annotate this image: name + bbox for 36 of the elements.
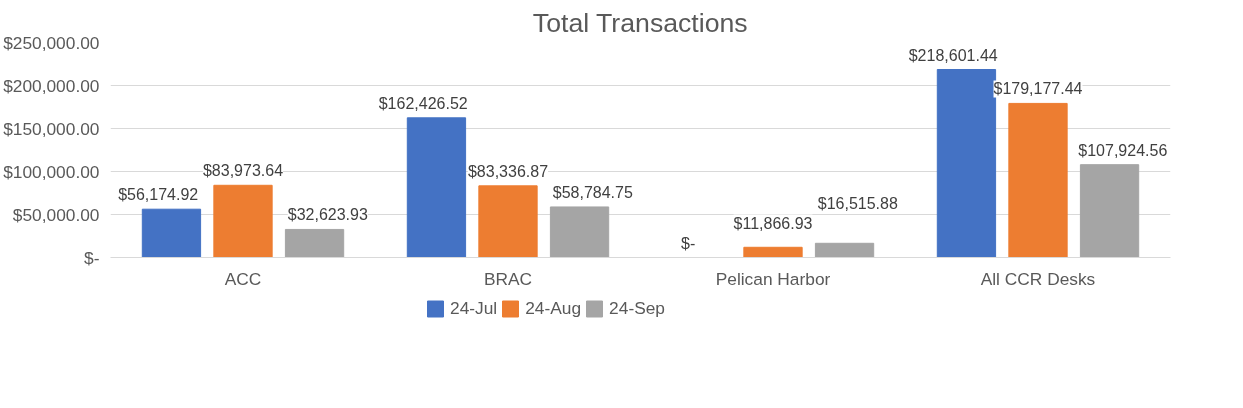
bar: [406, 117, 467, 258]
x-tick-label: BRAC: [483, 268, 533, 289]
data-label: $16,515.88: [817, 194, 898, 212]
legend-label: 24-Sep: [609, 297, 665, 319]
data-label: $107,924.56: [1078, 141, 1168, 159]
bar: [284, 228, 345, 258]
y-tick-label: $-: [84, 247, 100, 268]
bar: [1008, 102, 1068, 258]
data-label: $218,601.44: [908, 46, 998, 64]
bar: [213, 184, 273, 258]
y-tick-label: $100,000.00: [3, 161, 100, 182]
bar: [743, 246, 803, 258]
y-tick-label: $150,000.00: [3, 118, 100, 139]
legend-label: 24-Jul: [450, 297, 498, 319]
x-tick-label: ACC: [224, 268, 262, 289]
bar: [141, 208, 202, 258]
legend-label: 24-Aug: [525, 297, 582, 319]
data-label: $56,174.92: [118, 186, 199, 204]
data-label: $162,426.52: [378, 94, 468, 112]
y-tick-label: $50,000.00: [12, 204, 100, 225]
data-label: $11,866.93: [733, 214, 813, 232]
data-label: $83,973.64: [202, 162, 284, 180]
data-label: $-: [681, 234, 696, 252]
y-tick-label: $250,000.00: [3, 32, 100, 53]
chart-title: Total Transactions: [532, 7, 748, 38]
x-tick-label: Pelican Harbor: [715, 268, 831, 289]
data-label: $58,784.75: [552, 183, 633, 201]
data-label: $179,177.44: [993, 80, 1083, 98]
bar: [478, 185, 538, 258]
data-label: $83,336.87: [467, 162, 549, 180]
bar: [1079, 164, 1140, 258]
bar: [549, 206, 610, 258]
x-tick-label: All CCR Desks: [980, 268, 1096, 289]
data-label: $32,623.93: [287, 206, 368, 224]
bar: [814, 242, 875, 258]
y-tick-label: $200,000.00: [3, 75, 100, 96]
